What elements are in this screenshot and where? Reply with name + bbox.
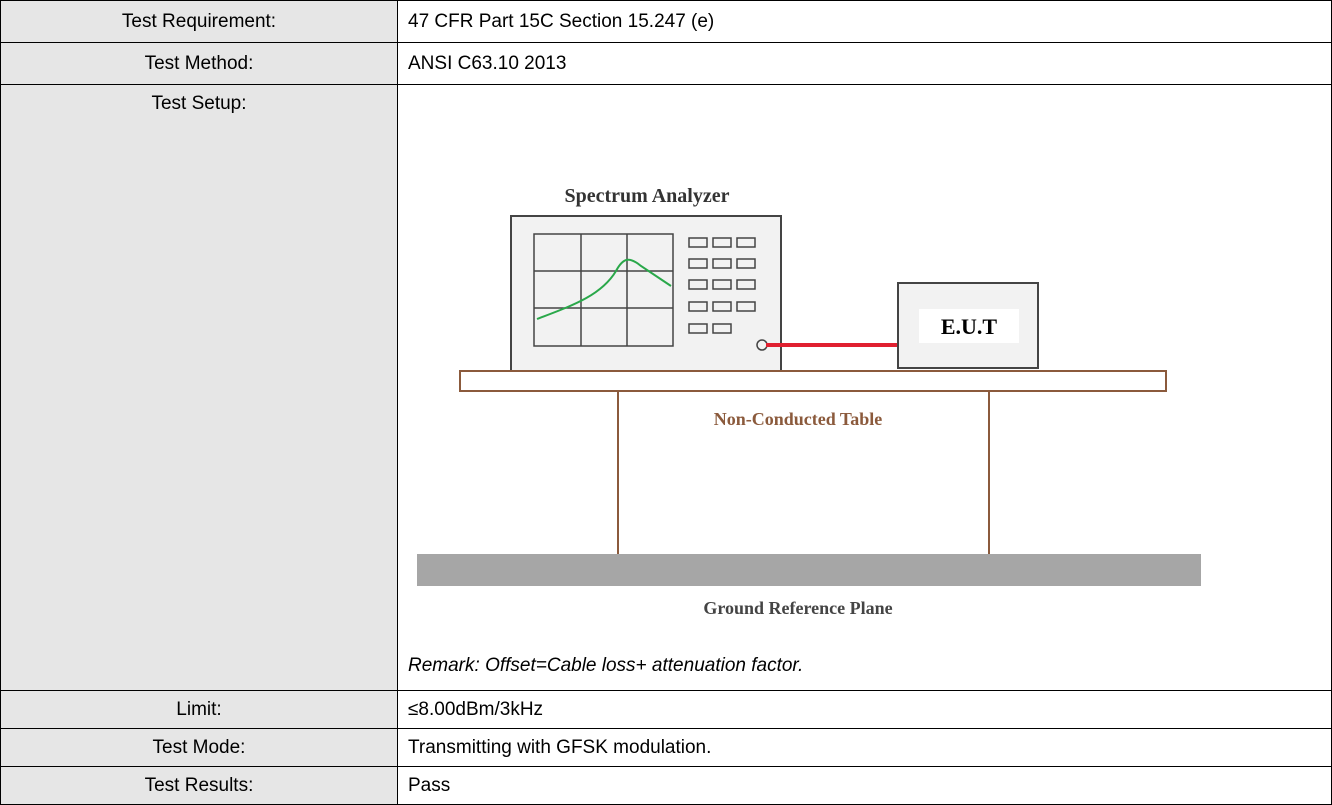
label: Test Method: [0,42,398,85]
ground-plane [417,554,1201,586]
row: Test Requirement: 47 CFR Part 15C Section… [0,0,1332,43]
trace [536,258,672,320]
label: Test Results: [0,766,398,805]
row: Test Mode: Transmitting with GFSK modulat… [0,728,1332,767]
row: Limit: ≤8.00dBm/3kHz [0,690,1332,729]
table-top [459,370,1167,392]
value: Pass [397,766,1332,805]
table-label: Non-Conducted Table [714,409,883,429]
buttons [688,237,768,351]
analyzer-label: Spectrum Analyzer [565,185,730,207]
label: Test Setup: [0,84,398,691]
row: Test Results: Pass [0,766,1332,805]
value: ≤8.00dBm/3kHz [397,690,1332,729]
value: Transmitting with GFSK modulation. [397,728,1332,767]
analyzer [510,215,782,372]
value: ANSI C63.10 2013 [397,42,1332,85]
setup-cell: Spectrum Analyzer E.U.T Non-Conducted Ta… [397,84,1332,691]
label: Limit: [0,690,398,729]
value: 47 CFR Part 15C Section 15.247 (e) [397,0,1332,43]
eut-label-bg [919,309,1019,343]
setup-diagram: Spectrum Analyzer E.U.T Non-Conducted Ta… [417,185,1201,618]
remark: Remark: Offset=Cable loss+ attenuation f… [408,655,804,676]
row: Test Method: ANSI C63.10 2013 [0,42,1332,85]
label: Test Mode: [0,728,398,767]
label: Test Requirement: [0,0,398,43]
eut-label: E.U.T [941,314,998,339]
row: Test Setup: Spectrum Analyzer E.U.T Non-… [0,84,1332,691]
ground-label: Ground Reference Plane [703,598,892,618]
